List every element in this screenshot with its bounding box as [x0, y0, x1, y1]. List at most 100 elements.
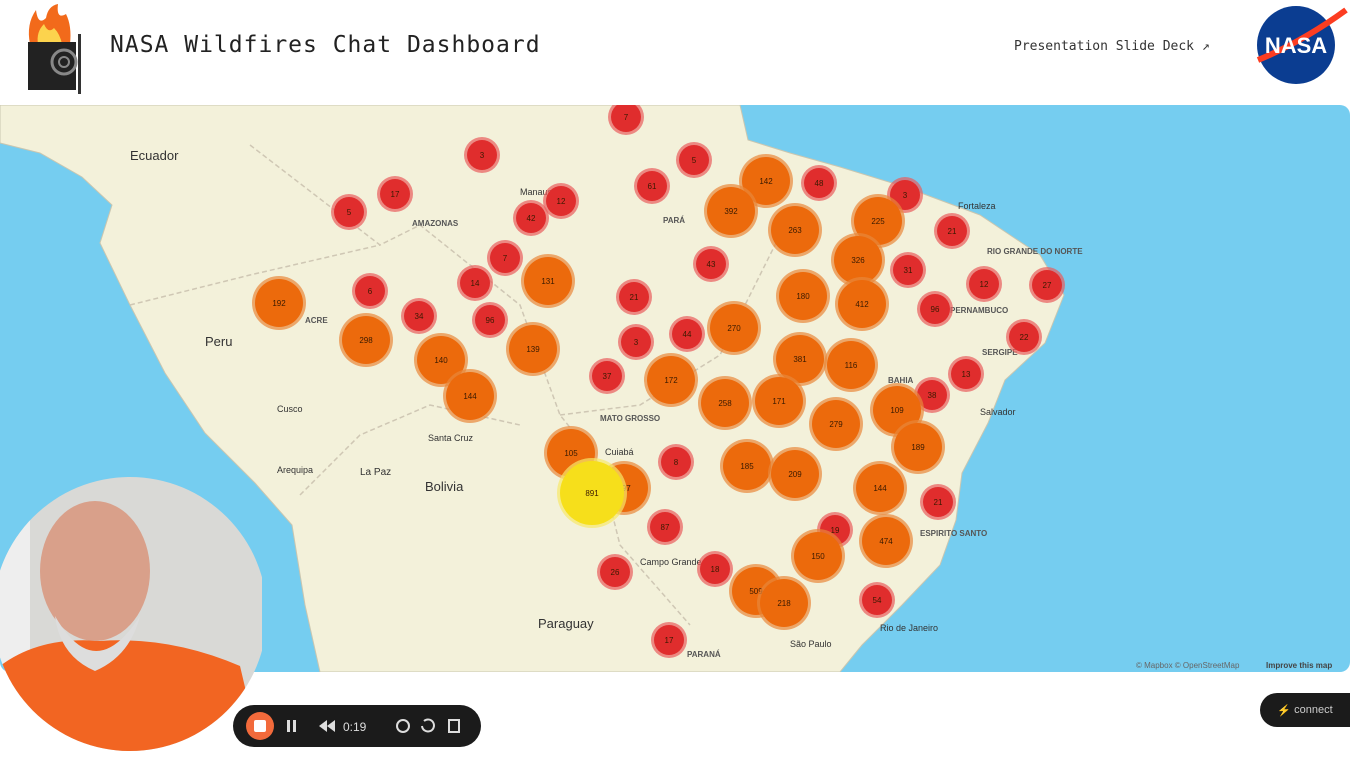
place-label: Cuiabá [605, 447, 634, 457]
fire-cluster [647, 356, 695, 404]
cluster-count: 18 [711, 565, 720, 574]
cluster-count: 105 [564, 449, 578, 458]
place-label: Cusco [277, 404, 303, 414]
cluster-count: 12 [557, 197, 566, 206]
fire-cluster [334, 197, 364, 227]
fire-cluster [710, 304, 758, 352]
fire-cluster [862, 585, 892, 615]
app-logo [28, 4, 81, 94]
fire-cluster [771, 450, 819, 498]
cluster-count: 19 [831, 526, 840, 535]
fire-cluster [600, 557, 630, 587]
fire-cluster [446, 372, 494, 420]
fire-cluster [509, 325, 557, 373]
connect-label[interactable]: connect [1294, 704, 1333, 716]
nasa-wordmark: NASA [1265, 33, 1327, 58]
recording-bar: 0:19 [233, 705, 481, 747]
cluster-count: 509 [749, 587, 763, 596]
cluster-count: 185 [740, 462, 754, 471]
fire-cluster [920, 294, 950, 324]
cluster-count: 22 [1020, 333, 1029, 342]
fire-cluster [417, 336, 465, 384]
place-label: Campo Grande [640, 557, 702, 567]
fire-cluster [827, 341, 875, 389]
fire-cluster [723, 442, 771, 490]
cluster-count: 21 [630, 293, 639, 302]
map-attribution: © Mapbox © OpenStreetMap [1136, 661, 1240, 670]
cluster-count: 109 [890, 406, 904, 415]
fire-cluster [779, 272, 827, 320]
cluster-count: 7 [503, 254, 508, 263]
fire-cluster [592, 361, 622, 391]
cluster-count: 381 [793, 355, 807, 364]
fire-cluster [679, 145, 709, 175]
fire-cluster [404, 301, 434, 331]
cluster-count: 139 [526, 345, 540, 354]
place-label: MATO GROSSO [600, 414, 660, 423]
place-label: Ecuador [130, 148, 179, 163]
fire-cluster [672, 319, 702, 349]
border [559, 234, 781, 416]
slide-deck-link[interactable]: Presentation Slide Deck ↗ [1014, 39, 1210, 54]
cluster-count: 87 [661, 523, 670, 532]
cluster-count: 7 [624, 113, 629, 122]
place-label: Manaus [520, 187, 553, 197]
cluster-count: 116 [845, 361, 858, 370]
place-label: Bolivia [425, 479, 464, 494]
cluster-count: 412 [855, 300, 869, 309]
cluster-count: 474 [879, 537, 893, 546]
cluster-count: 43 [707, 260, 716, 269]
cluster-count: 96 [931, 305, 940, 314]
app-title: NASA Wildfires Chat Dashboard [110, 32, 541, 58]
cluster-count: 5 [347, 208, 352, 217]
border [129, 244, 381, 306]
place-label: BAHIA [888, 376, 914, 385]
fire-cluster [621, 327, 651, 357]
map[interactable]: Ecuador Peru Bolivia Paraguay AMAZONAS ACRE PA… [0, 105, 1350, 672]
cluster-count: 171 [772, 397, 786, 406]
cluster-count: 48 [815, 179, 824, 188]
cluster-count: 3 [480, 151, 485, 160]
fire-cluster [701, 379, 749, 427]
cluster-count: 150 [811, 552, 825, 561]
cluster-count: 218 [777, 599, 791, 608]
fire-cluster [862, 517, 910, 565]
fire-cluster [776, 335, 824, 383]
cluster-count: 12 [980, 280, 989, 289]
cluster-count: 37 [603, 372, 612, 381]
fire-cluster [812, 400, 860, 448]
place-label: RIO GRANDE DO NORTE [987, 247, 1083, 256]
cluster-count: 34 [415, 312, 424, 321]
cluster-count: 192 [272, 299, 286, 308]
fire-cluster [637, 171, 667, 201]
cluster-count: 6 [368, 287, 373, 296]
cluster-count: 180 [796, 292, 810, 301]
place-label: PARANÁ [687, 650, 721, 659]
cluster-count: 392 [724, 207, 738, 216]
fire-cluster [342, 316, 390, 364]
fire-cluster [1032, 270, 1062, 300]
connect-button[interactable]: ⚡ connect [1260, 693, 1350, 727]
border [299, 404, 521, 496]
cluster-count: 17 [391, 190, 400, 199]
link-text[interactable]: Presentation Slide Deck [1014, 39, 1195, 54]
cluster-count: 21 [948, 227, 957, 236]
cluster-count: 142 [759, 177, 773, 186]
fire-cluster [951, 359, 981, 389]
fire-cluster [923, 487, 953, 517]
fire-cluster [937, 216, 967, 246]
cluster-count: 144 [463, 392, 477, 401]
nasa-logo: NASA [1256, 6, 1348, 84]
fire-cluster [969, 269, 999, 299]
fire-cluster [794, 532, 842, 580]
place-label: PERNAMBUCO [950, 306, 1008, 315]
fire-cluster [546, 186, 576, 216]
fire-cluster [654, 625, 684, 655]
cluster-count: 44 [683, 330, 692, 339]
cluster-count: 5 [692, 156, 697, 165]
place-label: São Paulo [790, 639, 832, 649]
cluster-count: 3 [903, 191, 908, 200]
cluster-count: 279 [829, 420, 843, 429]
cluster-count: 38 [928, 391, 937, 400]
fire-cluster [856, 464, 904, 512]
